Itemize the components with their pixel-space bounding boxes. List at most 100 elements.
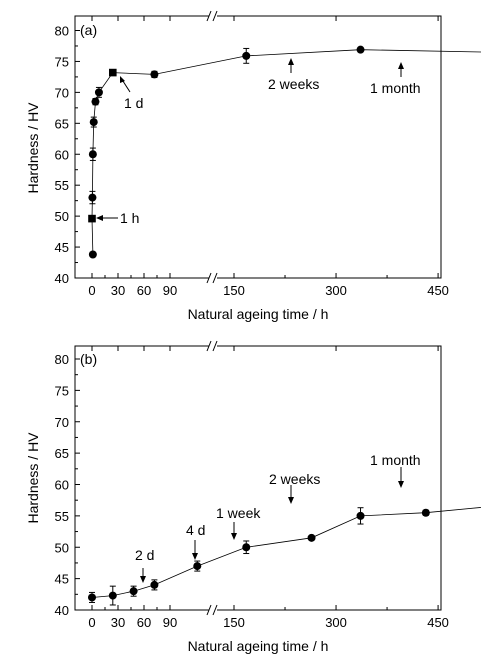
axis-break-slash [206,604,212,616]
annotation-2weeks-b: 2 weeks [269,471,320,504]
y-tick-label: 75 [55,54,69,69]
x-tick-label: 150 [223,283,245,298]
data-point [356,45,365,54]
svg-text:1 month: 1 month [370,80,421,96]
axis-break-gap [209,275,217,281]
svg-text:1 d: 1 d [124,95,143,111]
data-point [109,68,117,77]
axis-break-slash [212,340,218,352]
annotation-2d: 2 d [135,547,154,583]
annotations-b: 2 d 4 d 1 week 2 weeks 1 month [135,452,421,583]
annotation-1d: 1 d [120,76,143,111]
x-tick-label: 300 [325,615,347,630]
y-tick-label: 55 [55,178,69,193]
x-tick-label: 150 [223,615,245,630]
axis-break-a [206,10,218,284]
y-tick-label: 45 [55,240,69,255]
x-tick-label: 0 [88,615,95,630]
series-line [91,507,481,598]
y-tick-label: 40 [55,271,69,286]
data-point [91,97,100,106]
svg-text:1 month: 1 month [370,452,421,468]
y-tick-label: 75 [55,383,69,398]
svg-text:2 weeks: 2 weeks [269,471,320,487]
y-axis-label-b: Hardness / HV [25,432,41,524]
x-tick-label: 60 [137,615,151,630]
y-tick-label: 40 [55,603,69,618]
panel-label-a: (a) [80,22,97,38]
y-ticks-b: 40 45 50 55 60 65 70 75 80 [55,352,80,618]
x-tick-label: 450 [427,283,449,298]
y-tick-label: 70 [55,85,69,100]
axis-break-slash [206,10,212,22]
axis-break-b [206,340,218,616]
data-point [129,587,138,596]
data-point [94,88,103,97]
data-point [108,591,117,600]
y-tick-label: 70 [55,415,69,430]
x-tick-label: 30 [111,283,125,298]
y-tick-label: 80 [55,352,69,367]
series-line-b [91,507,481,598]
annotations-a: 1 h 1 d 2 weeks 1 month [96,58,421,226]
svg-text:1 week: 1 week [216,505,261,521]
axis-break-slash [206,340,212,352]
axis-break-slash [206,272,212,284]
x-tick-label: 450 [427,615,449,630]
panel-a: (a) Natural ageing time / h Hardness / H… [25,10,481,322]
x-tick-label: 300 [325,283,347,298]
annotation-2weeks-a: 2 weeks [268,58,319,92]
y-tick-label: 55 [55,509,69,524]
axis-break-slash [212,10,218,22]
axis-break-slash [212,272,218,284]
x-tick-label: 30 [111,615,125,630]
annotation-4d: 4 d [186,522,205,560]
annotation-1h: 1 h [96,210,139,226]
data-point [421,508,430,517]
svg-text:2 weeks: 2 weeks [268,76,319,92]
y-tick-label: 65 [55,116,69,131]
x-axis-label-a: Natural ageing time / h [188,306,329,322]
svg-text:1 h: 1 h [120,210,139,226]
data-point [88,193,97,202]
axis-break-slash [212,604,218,616]
x-axis-label-b: Natural ageing time / h [188,638,329,654]
y-tick-label: 50 [55,209,69,224]
data-point [307,533,316,542]
axis-break-gap [209,13,217,19]
svg-text:2 d: 2 d [135,547,154,563]
x-tick-label: 60 [137,283,151,298]
x-tick-label: 0 [88,283,95,298]
y-axis-label-a: Hardness / HV [25,102,41,194]
data-point [88,150,97,159]
data-point [193,562,202,571]
annotation-1month-a: 1 month [370,62,421,96]
axis-break-gap [209,607,217,613]
y-tick-label: 50 [55,540,69,555]
data-point [88,593,96,602]
plot-frame-b [74,345,442,611]
panel-b: (b) Natural ageing time / h Hardness / H… [25,340,481,654]
data-point [356,511,365,520]
data-point [242,51,251,60]
data-point [88,250,97,259]
y-tick-label: 60 [55,147,69,162]
x-ticks-b: 0306090150300450600750 [88,346,449,630]
y-tick-label: 45 [55,572,69,587]
x-tick-label: 90 [163,615,177,630]
x-ticks-a: 0306090150300450600750 [88,16,449,298]
annotation-1week: 1 week [216,505,261,540]
data-point [150,580,159,589]
axis-break-gap [209,343,217,349]
y-tick-label: 60 [55,478,69,493]
data-point [89,118,98,127]
panel-label-b: (b) [80,351,97,367]
annotation-1month-b: 1 month [370,452,421,488]
plot-frame-a [74,15,442,279]
x-tick-label: 90 [163,283,177,298]
y-tick-label: 80 [55,24,69,39]
data-point [150,70,159,79]
svg-text:4 d: 4 d [186,522,205,538]
y-ticks-a: 40 45 50 55 60 65 70 75 80 [55,24,80,286]
